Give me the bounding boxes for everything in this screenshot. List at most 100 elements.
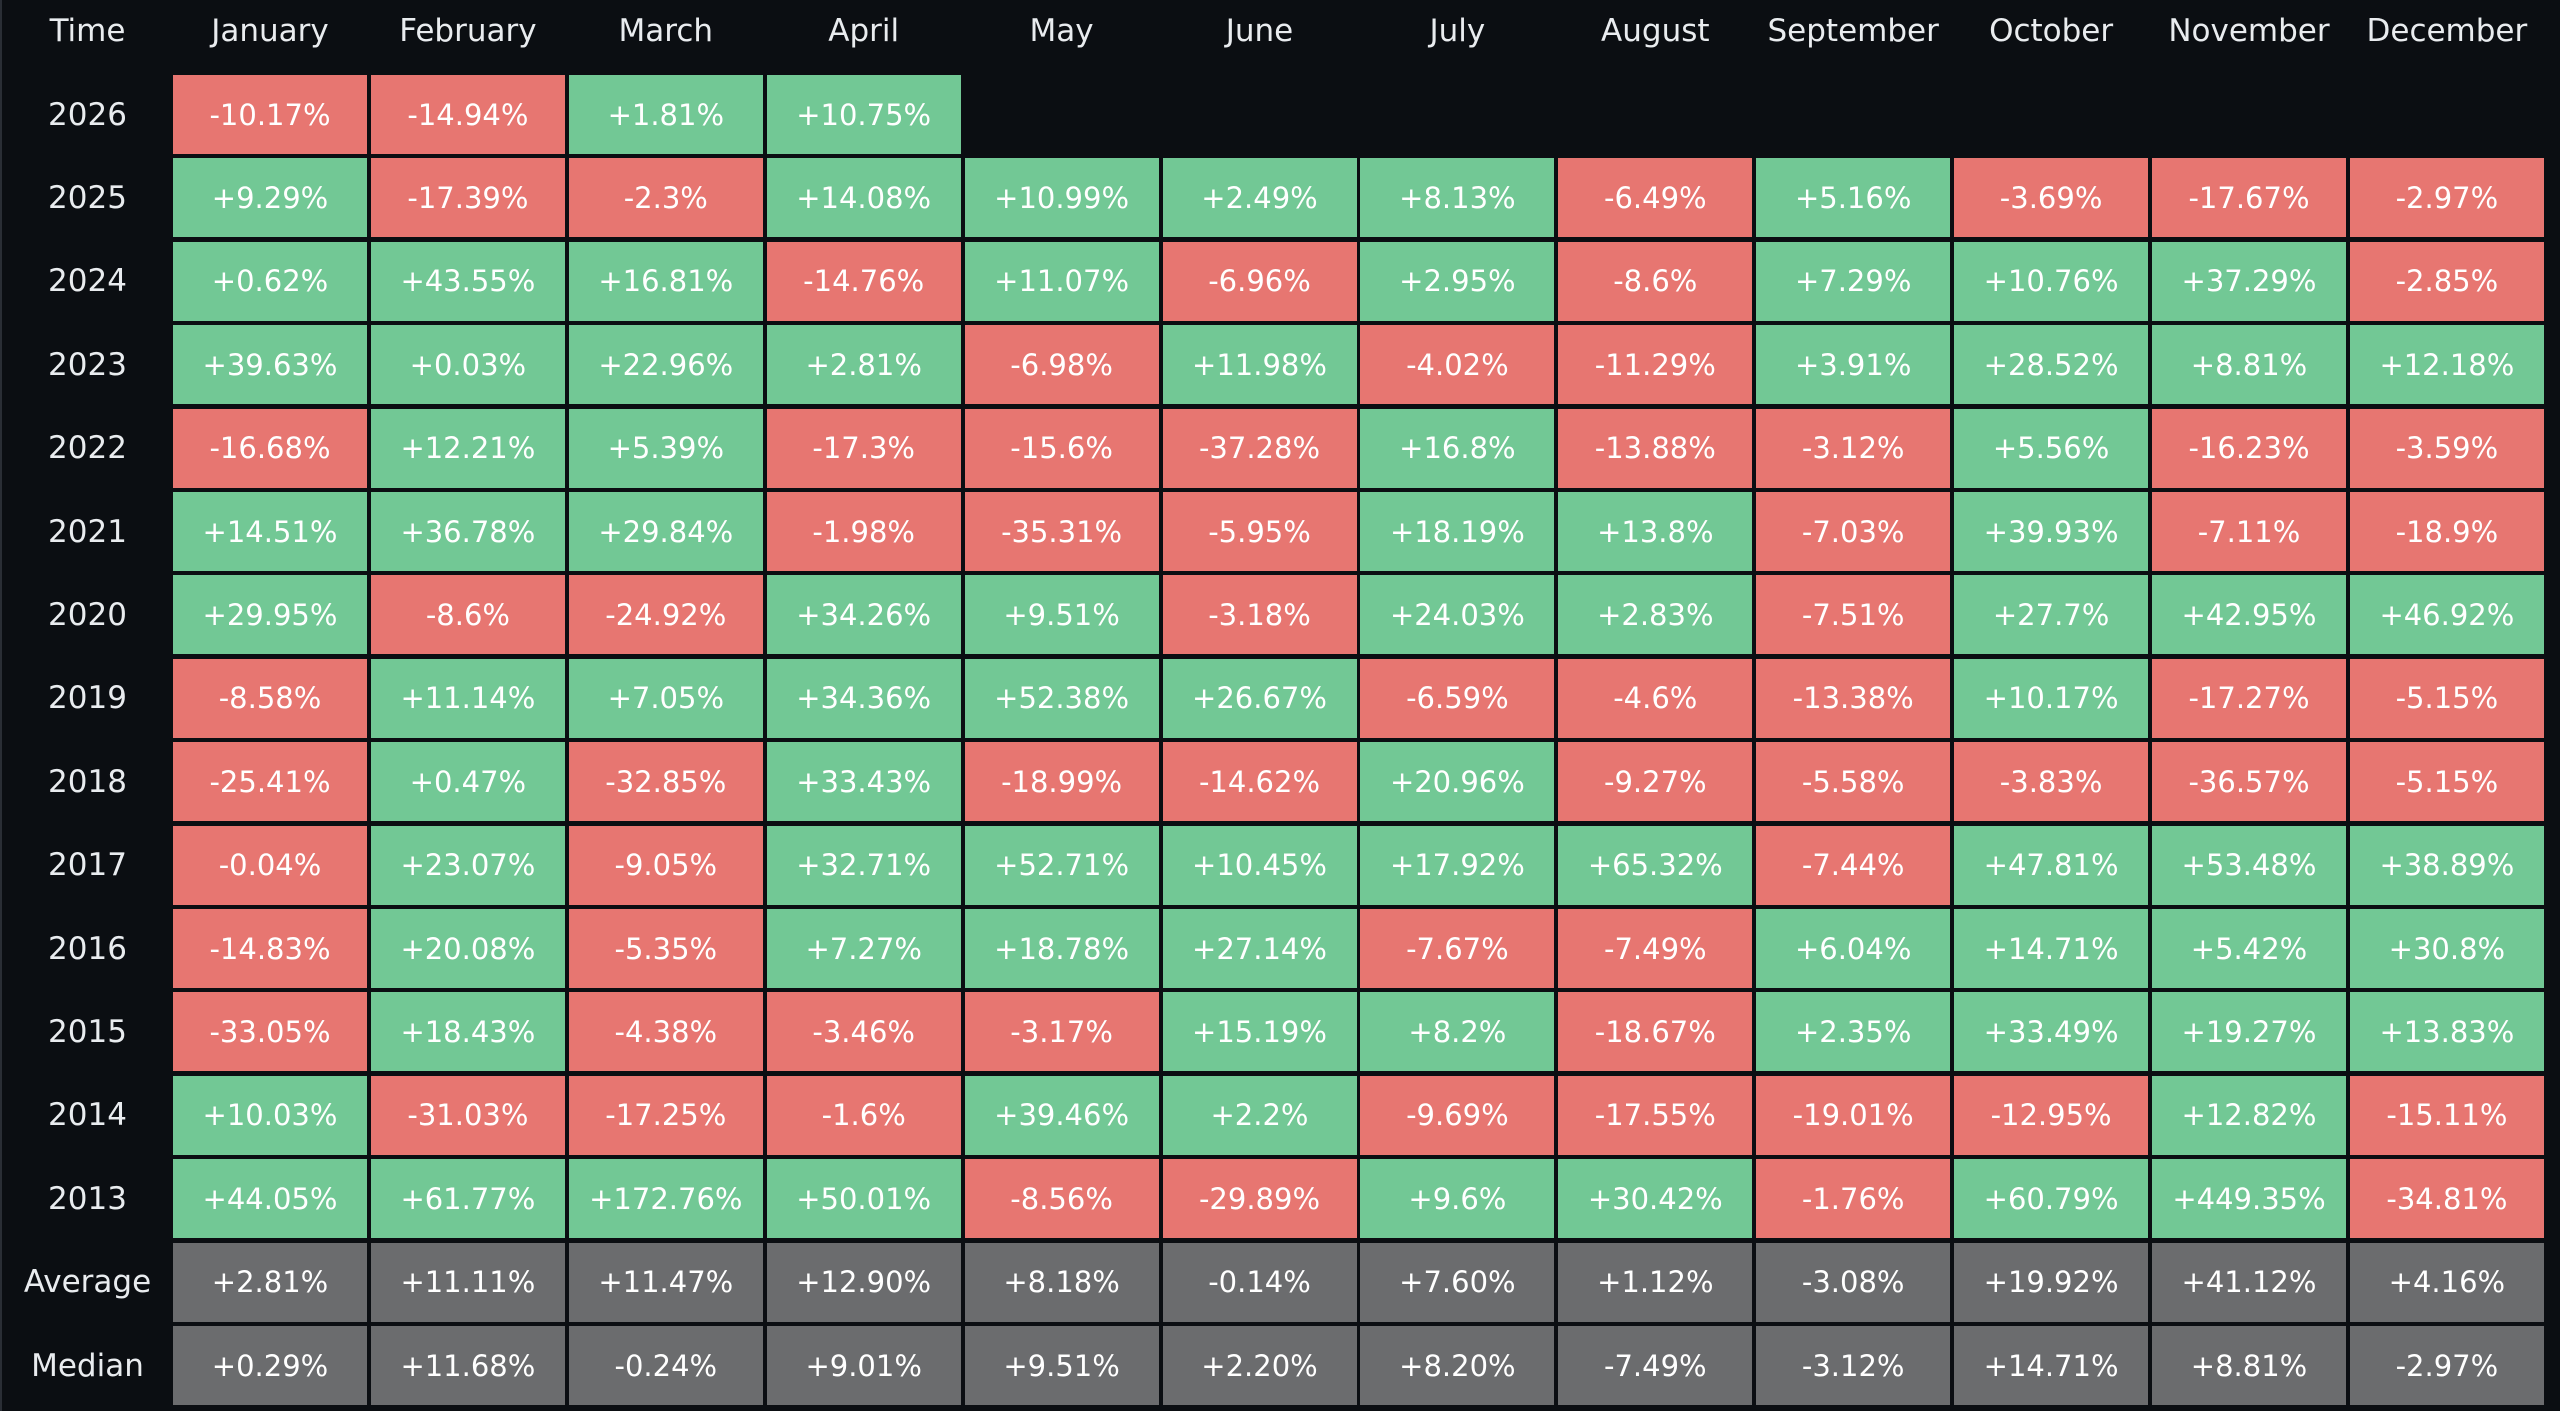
heatmap-cell: +34.36% bbox=[766, 658, 961, 738]
column-header-february: February bbox=[399, 13, 537, 49]
heatmap-cell: +46.92% bbox=[2349, 575, 2544, 655]
heatmap-cell: +8.13% bbox=[1360, 158, 1555, 238]
heatmap-cell: +6.04% bbox=[1756, 909, 1951, 988]
heatmap-cell: +39.63% bbox=[173, 325, 367, 405]
heatmap-cell: +12.90% bbox=[766, 1242, 961, 1322]
row-label-average: Average bbox=[23, 1264, 152, 1301]
heatmap-cell: +15.19% bbox=[1162, 992, 1357, 1072]
heatmap-cell: +9.01% bbox=[766, 1326, 961, 1405]
heatmap-cell: +5.56% bbox=[1954, 408, 2149, 488]
heatmap-cell: -9.69% bbox=[1360, 1075, 1555, 1155]
column-header-june: June bbox=[1225, 13, 1294, 49]
heatmap-cell: +34.26% bbox=[766, 575, 961, 655]
heatmap-cell: -3.59% bbox=[2349, 408, 2544, 488]
heatmap-cell: -3.12% bbox=[1756, 1326, 1951, 1405]
row-label-2014: 2014 bbox=[48, 1097, 127, 1134]
heatmap-cell: -4.6% bbox=[1558, 658, 1753, 738]
heatmap-cell: -3.18% bbox=[1162, 575, 1357, 655]
heatmap-cell: -4.02% bbox=[1360, 325, 1555, 405]
heatmap-cell: -14.62% bbox=[1162, 742, 1357, 822]
heatmap-cell: +1.81% bbox=[568, 75, 763, 154]
row-label-2020: 2020 bbox=[48, 596, 127, 633]
heatmap-cell: +2.81% bbox=[766, 325, 961, 405]
row-label-median: Median bbox=[31, 1347, 144, 1384]
heatmap-cell: +10.17% bbox=[1954, 658, 2149, 738]
heatmap-cell: -10.17% bbox=[173, 75, 367, 154]
heatmap-cell: -17.3% bbox=[766, 408, 961, 488]
heatmap-cell: -17.27% bbox=[2152, 658, 2346, 738]
heatmap-cell: -14.94% bbox=[370, 75, 565, 154]
heatmap-cell: +39.46% bbox=[964, 1075, 1159, 1155]
heatmap-cell: -37.28% bbox=[1162, 408, 1357, 488]
heatmap-cell: +10.03% bbox=[173, 1075, 367, 1155]
column-header-march: March bbox=[618, 13, 714, 49]
heatmap-cell: +7.60% bbox=[1360, 1242, 1555, 1322]
heatmap-cell: -18.67% bbox=[1558, 992, 1753, 1072]
heatmap-cell: -5.15% bbox=[2349, 742, 2544, 822]
heatmap-cell: +12.21% bbox=[370, 408, 565, 488]
heatmap-cell: +9.51% bbox=[964, 575, 1159, 655]
heatmap-cell: +52.38% bbox=[964, 658, 1159, 738]
heatmap-cell: +60.79% bbox=[1954, 1159, 2149, 1239]
heatmap-cell: +19.92% bbox=[1954, 1242, 2149, 1322]
heatmap-cell: -36.57% bbox=[2152, 742, 2346, 822]
row-label-2026: 2026 bbox=[48, 96, 127, 133]
heatmap-cell: -19.01% bbox=[1756, 1075, 1951, 1155]
row-label-2013: 2013 bbox=[48, 1180, 127, 1217]
heatmap-cell: -3.83% bbox=[1954, 742, 2149, 822]
heatmap-cell: -3.08% bbox=[1756, 1242, 1951, 1322]
heatmap-cell: -1.98% bbox=[766, 492, 961, 571]
column-header-october: October bbox=[1989, 13, 2114, 49]
heatmap-cell: -24.92% bbox=[568, 575, 763, 655]
heatmap-cell: +41.12% bbox=[2152, 1242, 2346, 1322]
row-label-2023: 2023 bbox=[48, 346, 127, 383]
column-header-september: September bbox=[1767, 13, 1939, 49]
heatmap-cell: +23.07% bbox=[370, 825, 565, 905]
heatmap-cell: +5.42% bbox=[2152, 909, 2346, 988]
heatmap-cell: -9.27% bbox=[1558, 742, 1753, 822]
heatmap-cell: -3.46% bbox=[766, 992, 961, 1072]
heatmap-cell: +8.81% bbox=[2152, 325, 2346, 405]
heatmap-cell: +0.29% bbox=[173, 1326, 367, 1405]
column-header-july: July bbox=[1429, 13, 1486, 49]
heatmap-cell: +36.78% bbox=[370, 492, 565, 571]
heatmap-cell: +52.71% bbox=[964, 825, 1159, 905]
heatmap-cell: +65.32% bbox=[1558, 825, 1753, 905]
corner-label-time: Time bbox=[49, 13, 126, 49]
row-label-2016: 2016 bbox=[48, 930, 127, 967]
heatmap-cell: +13.8% bbox=[1558, 492, 1753, 571]
heatmap-cell: -6.98% bbox=[964, 325, 1159, 405]
heatmap-cell: -9.05% bbox=[568, 825, 763, 905]
heatmap-cell: +39.93% bbox=[1954, 492, 2149, 571]
heatmap-cell: -8.6% bbox=[370, 575, 565, 655]
heatmap-cell: +27.14% bbox=[1162, 909, 1357, 988]
column-header-november: November bbox=[2168, 13, 2330, 49]
heatmap-cell: +11.47% bbox=[568, 1242, 763, 1322]
heatmap-cell: -7.49% bbox=[1558, 909, 1753, 988]
row-label-2018: 2018 bbox=[48, 763, 127, 800]
heatmap-cell: +2.20% bbox=[1162, 1326, 1357, 1405]
row-label-2024: 2024 bbox=[48, 263, 127, 300]
heatmap-cell: -5.15% bbox=[2349, 658, 2544, 738]
heatmap-cell: +18.78% bbox=[964, 909, 1159, 988]
heatmap-cell: +22.96% bbox=[568, 325, 763, 405]
heatmap-cell: +61.77% bbox=[370, 1159, 565, 1239]
heatmap-cell: +4.16% bbox=[2349, 1242, 2544, 1322]
heatmap-cell: -16.23% bbox=[2152, 408, 2346, 488]
row-label-2017: 2017 bbox=[48, 847, 127, 884]
heatmap-cell: +17.92% bbox=[1360, 825, 1555, 905]
heatmap-cell: +32.71% bbox=[766, 825, 961, 905]
heatmap-cell: +50.01% bbox=[766, 1159, 961, 1239]
heatmap-cell: -5.35% bbox=[568, 909, 763, 988]
heatmap-cell: -1.6% bbox=[766, 1075, 961, 1155]
heatmap-cell: -3.69% bbox=[1954, 158, 2149, 238]
heatmap-cell: -7.44% bbox=[1756, 825, 1951, 905]
row-label-2015: 2015 bbox=[48, 1013, 127, 1050]
heatmap-cell: +18.19% bbox=[1360, 492, 1555, 571]
heatmap-cell: -15.6% bbox=[964, 408, 1159, 488]
heatmap-cell: -17.55% bbox=[1558, 1075, 1753, 1155]
heatmap-cell: +7.05% bbox=[568, 658, 763, 738]
heatmap-cell: -7.11% bbox=[2152, 492, 2346, 571]
